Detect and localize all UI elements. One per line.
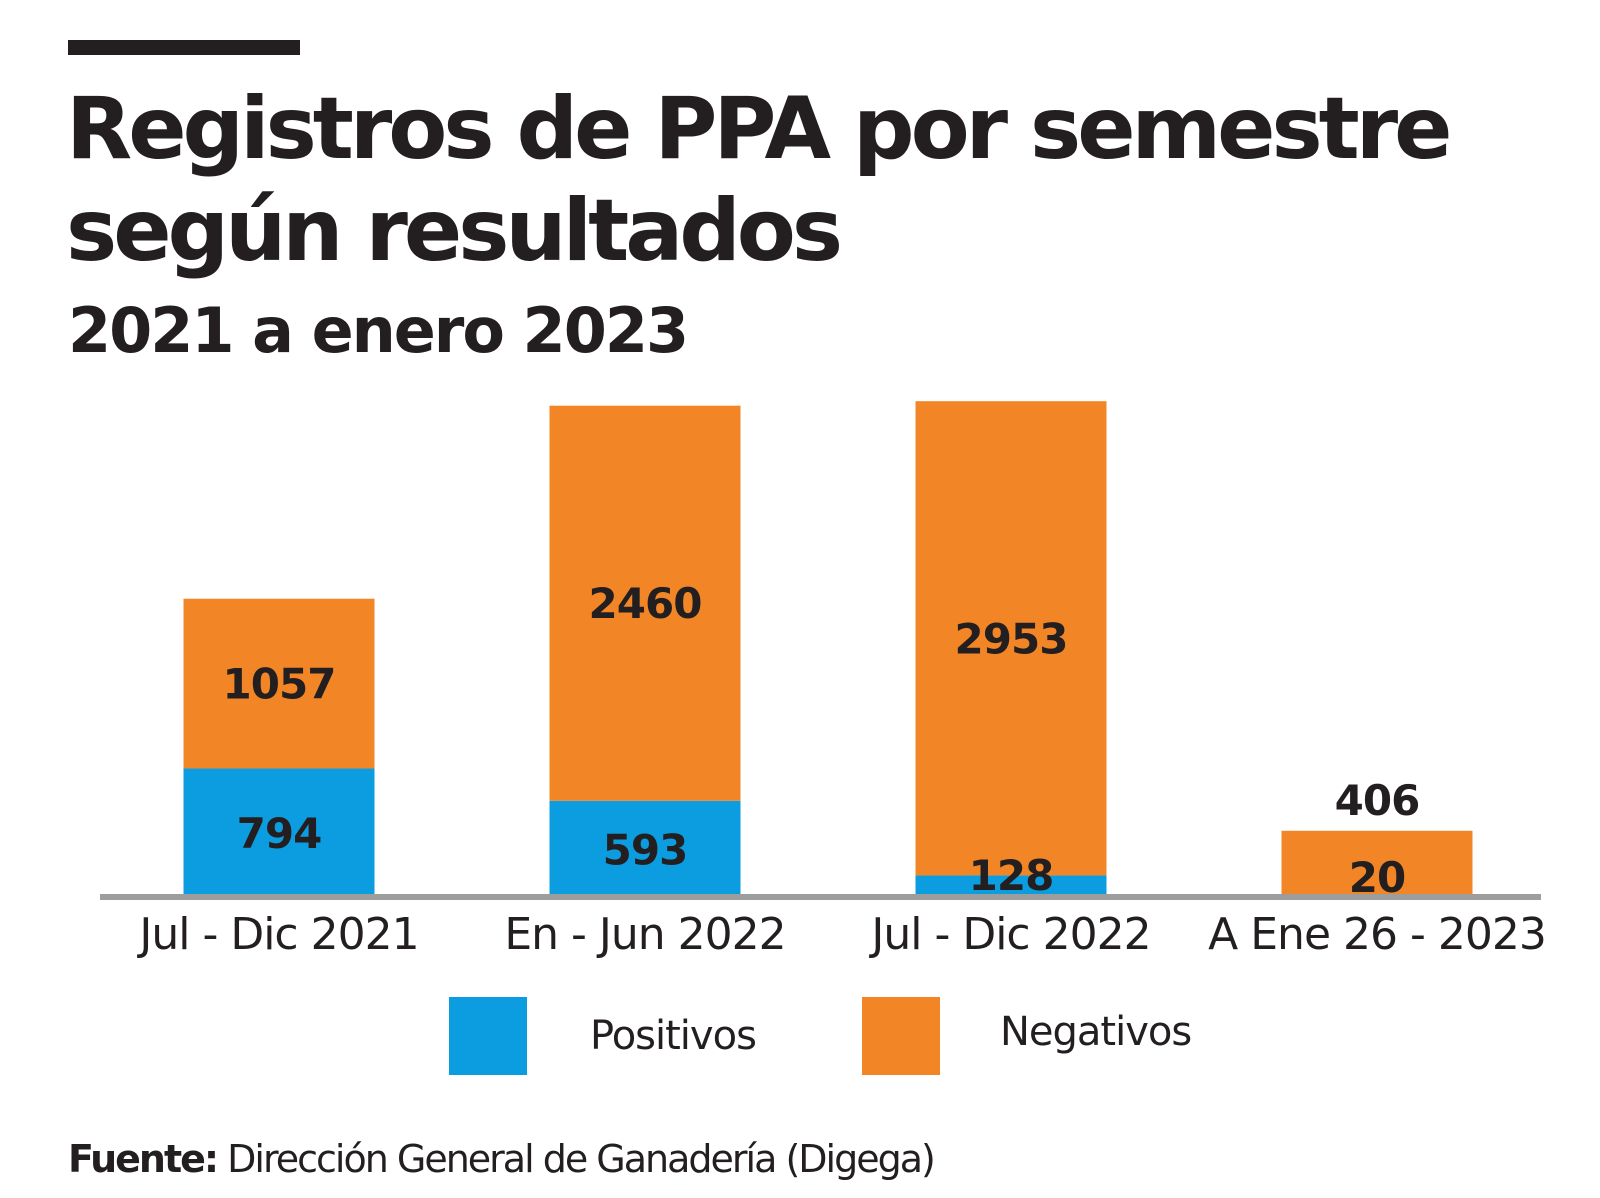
- source-note: Fuente: Dirección General de Ganadería (…: [68, 1136, 936, 1182]
- data-label-negativos-jul-dic-2022: 2953: [955, 614, 1068, 663]
- bar-negativos-en-jun-2022: [549, 405, 741, 801]
- data-label-negativos-a-ene-26-2023: 406: [1335, 776, 1420, 825]
- bar-negativos-jul-dic-2021: [183, 598, 375, 769]
- x-tick-label-en-jun-2022: En - Jun 2022: [504, 909, 785, 960]
- data-label-positivos-jul-dic-2022: 128: [969, 851, 1054, 900]
- bar-negativos-a-ene-26-2023: [1281, 830, 1473, 896]
- legend-label-positivos: Positivos: [590, 1013, 757, 1059]
- bar-positivos-en-jun-2022: [549, 800, 741, 896]
- top-rule: [68, 40, 300, 55]
- source-text: Dirección General de Ganadería (Digega): [217, 1137, 936, 1181]
- source-label: Fuente:: [68, 1137, 219, 1181]
- x-tick-label-jul-dic-2022: Jul - Dic 2022: [868, 909, 1150, 960]
- data-label-negativos-jul-dic-2021: 1057: [223, 660, 336, 709]
- data-label-negativos-en-jun-2022: 2460: [589, 579, 702, 628]
- bar-negativos-jul-dic-2022: [915, 401, 1107, 876]
- x-tick-label-jul-dic-2021: Jul - Dic 2021: [136, 909, 418, 960]
- legend-label-negativos: Negativos: [1000, 1009, 1192, 1055]
- legend-swatch-positivos: [449, 997, 527, 1075]
- legend-swatch-negativos: [862, 997, 940, 1075]
- data-label-positivos-en-jun-2022: 593: [603, 825, 688, 874]
- chart-plot: 794 1057 Jul - Dic 2021 593 2460 En - Jun 202…: [100, 401, 1547, 960]
- x-tick-label-a-ene-26-2023: A Ene 26 - 2023: [1208, 909, 1546, 960]
- data-label-positivos-jul-dic-2021: 794: [237, 809, 322, 858]
- chart-subtitle: 2021 a enero 2023: [68, 294, 689, 367]
- bar-positivos-jul-dic-2022: [915, 875, 1107, 896]
- bar-annotation-a-ene-26-2023: 20: [1349, 853, 1405, 902]
- bar-positivos-jul-dic-2021: [183, 768, 375, 896]
- chart-title: Registros de PPA por semestre según resu…: [66, 79, 1453, 281]
